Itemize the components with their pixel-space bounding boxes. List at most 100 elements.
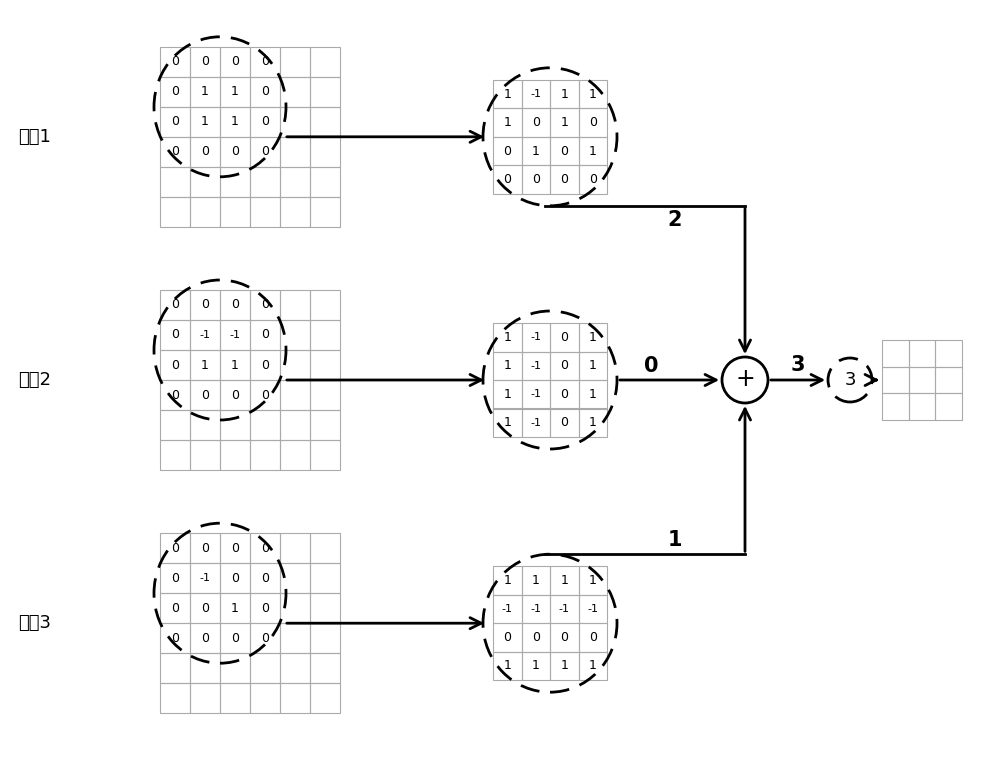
Bar: [493, 652, 522, 680]
Text: -1: -1: [230, 330, 240, 340]
Bar: [280, 440, 310, 470]
Bar: [220, 410, 250, 440]
Bar: [493, 323, 522, 351]
Bar: [578, 380, 607, 409]
Bar: [550, 80, 578, 109]
Text: 0: 0: [261, 328, 269, 341]
Text: 通道1: 通道1: [19, 128, 51, 146]
Bar: [160, 594, 190, 623]
Bar: [310, 77, 340, 107]
Text: 0: 0: [560, 416, 568, 429]
Bar: [160, 290, 190, 320]
Bar: [160, 350, 190, 380]
Bar: [280, 320, 310, 350]
Bar: [190, 380, 220, 410]
Bar: [190, 197, 220, 226]
Bar: [310, 653, 340, 683]
Text: 1: 1: [503, 660, 511, 673]
Bar: [909, 340, 935, 367]
Bar: [578, 109, 607, 137]
Text: 1: 1: [532, 574, 540, 587]
Text: 0: 0: [589, 173, 597, 186]
Bar: [250, 380, 280, 410]
Bar: [310, 47, 340, 77]
Text: 0: 0: [171, 632, 179, 644]
Text: 0: 0: [503, 173, 511, 186]
Bar: [522, 80, 550, 109]
Bar: [280, 410, 310, 440]
Text: 0: 0: [503, 631, 511, 644]
Text: 2: 2: [668, 210, 682, 230]
Bar: [220, 137, 250, 166]
Text: 0: 0: [560, 388, 568, 401]
Bar: [882, 340, 908, 367]
Bar: [280, 534, 310, 563]
Bar: [220, 563, 250, 594]
Text: 0: 0: [532, 173, 540, 186]
Text: 0: 0: [171, 116, 179, 128]
Text: 0: 0: [171, 328, 179, 341]
Text: 0: 0: [231, 542, 239, 555]
Bar: [280, 653, 310, 683]
Bar: [220, 653, 250, 683]
Bar: [250, 623, 280, 653]
Bar: [220, 320, 250, 350]
Bar: [190, 653, 220, 683]
Text: 0: 0: [261, 55, 269, 68]
Bar: [220, 623, 250, 653]
Bar: [280, 563, 310, 594]
Bar: [190, 77, 220, 107]
Text: -1: -1: [200, 573, 211, 583]
Bar: [250, 320, 280, 350]
Bar: [550, 623, 578, 652]
Bar: [935, 367, 962, 393]
Bar: [250, 653, 280, 683]
Bar: [493, 109, 522, 137]
Text: 1: 1: [589, 359, 597, 372]
Text: 0: 0: [261, 299, 269, 312]
Bar: [493, 566, 522, 594]
Bar: [310, 410, 340, 440]
Bar: [250, 594, 280, 623]
Bar: [160, 440, 190, 470]
Text: 0: 0: [231, 145, 239, 158]
Bar: [522, 408, 550, 437]
Bar: [250, 197, 280, 226]
Bar: [310, 683, 340, 713]
Text: 0: 0: [201, 542, 209, 555]
Bar: [493, 380, 522, 409]
Bar: [550, 652, 578, 680]
Text: 3: 3: [791, 355, 805, 375]
Text: 0: 0: [261, 572, 269, 584]
Bar: [522, 323, 550, 351]
Bar: [160, 653, 190, 683]
Bar: [280, 594, 310, 623]
Bar: [310, 594, 340, 623]
Bar: [310, 290, 340, 320]
Bar: [310, 197, 340, 226]
Bar: [280, 683, 310, 713]
Text: 0: 0: [201, 145, 209, 158]
Text: 0: 0: [644, 356, 659, 376]
Bar: [250, 410, 280, 440]
Text: 1: 1: [589, 87, 597, 100]
Text: 0: 0: [261, 85, 269, 98]
Text: 0: 0: [560, 631, 568, 644]
Bar: [493, 594, 522, 623]
Bar: [160, 623, 190, 653]
Text: 0: 0: [201, 632, 209, 644]
Bar: [882, 367, 908, 393]
Bar: [220, 47, 250, 77]
Text: 0: 0: [589, 116, 597, 129]
Text: 1: 1: [231, 85, 239, 98]
Text: 0: 0: [560, 144, 568, 157]
Bar: [220, 290, 250, 320]
Bar: [190, 594, 220, 623]
Bar: [522, 165, 550, 194]
Bar: [280, 197, 310, 226]
Bar: [190, 623, 220, 653]
Bar: [220, 683, 250, 713]
Bar: [190, 107, 220, 137]
Bar: [250, 166, 280, 197]
Bar: [493, 623, 522, 652]
